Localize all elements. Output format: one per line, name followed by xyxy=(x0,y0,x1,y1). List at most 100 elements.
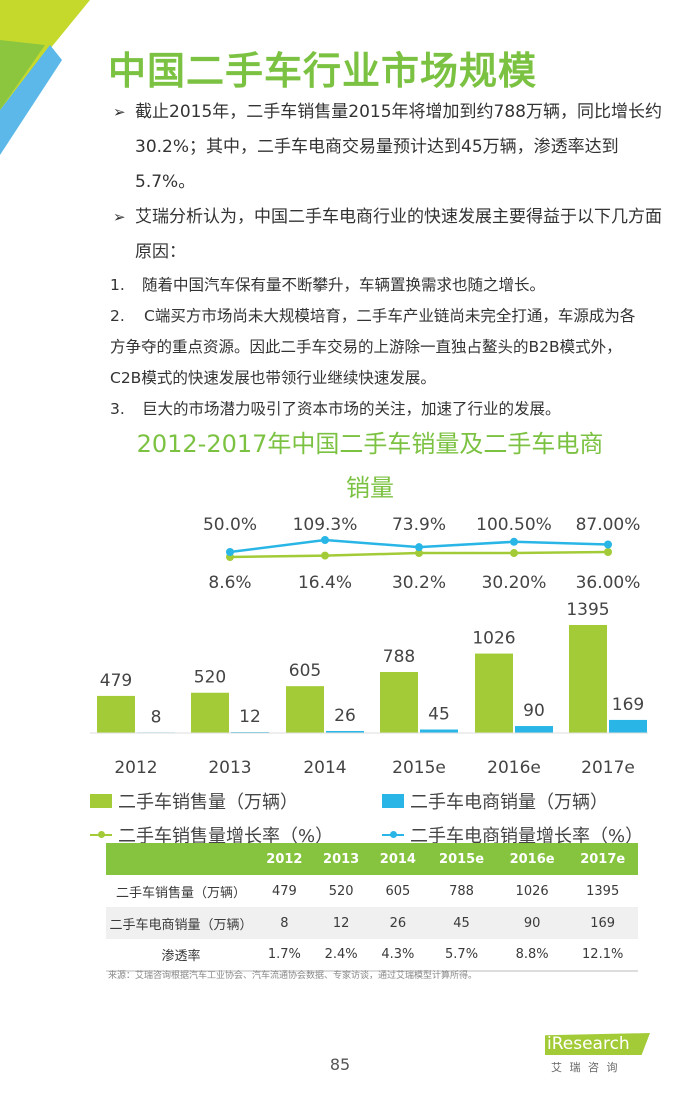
table-cell: 12.1% xyxy=(582,947,624,962)
line-point-blue xyxy=(415,543,423,552)
table-cell: 5.7% xyxy=(445,947,479,962)
line-point-blue xyxy=(226,548,234,556)
reason-2: 2. C端买方市场尚未大规模培育，二手车产业链尚未完全打通，车源成为各方争夺的重点… xyxy=(110,301,650,394)
reason-num: 3. xyxy=(110,400,125,418)
legend-label: 二手车电商销量（万辆） xyxy=(410,792,608,813)
x-tick-label: 2012 xyxy=(114,758,157,778)
growth-label-ecommerce: 87.00% xyxy=(576,515,641,535)
data-table: 2012 2013 2014 2015e 2016e 2017e 二手车销售量（万辆） 47… xyxy=(106,843,638,972)
line-point-green xyxy=(415,549,423,558)
growth-label-sales: 30.20% xyxy=(482,573,547,593)
growth-label-sales: 8.6% xyxy=(208,573,251,593)
bar-data-label: 479 xyxy=(100,671,132,691)
line-point-green xyxy=(604,548,612,556)
bullet-text: 艾瑞分析认为，中国二手车电商行业的快速发展主要得益于以下几方面原因： xyxy=(135,207,662,262)
th: 2014 xyxy=(369,843,427,875)
legend-item: 二手车销售量（万辆） xyxy=(90,788,382,814)
table-cell: 90 xyxy=(496,907,568,939)
reason-3: 3. 巨大的市场潜力吸引了资本市场的关注，加速了行业的发展。 xyxy=(110,394,650,425)
x-tick-label: 2013 xyxy=(208,758,251,778)
bullet-text: 截止2015年，二手车销售量2015年将增加到约788万辆，同比增长约30.2%… xyxy=(135,102,662,192)
source-note: 来源：艾瑞咨询根据汽车工业协会、汽车流通协会数据、专家访谈，通过艾瑞模型计算所得… xyxy=(108,971,478,981)
table-cell: 渗透率 xyxy=(161,949,201,964)
bar-data-label: 26 xyxy=(334,706,356,726)
th: 2017e xyxy=(567,843,638,875)
table-cell: 1026 xyxy=(515,883,549,899)
line-point-blue xyxy=(321,536,329,544)
bullet-1: ➢ 截止2015年，二手车销售量2015年将增加到约788万辆，同比增长约30.2… xyxy=(113,95,665,200)
chart-title-line1: 2012-2017年中国二手车销量及二手车电商 xyxy=(136,430,604,458)
legend-line-marker xyxy=(382,831,404,838)
growth-label-ecommerce: 109.3% xyxy=(293,515,358,535)
bar-data-label: 8 xyxy=(151,707,162,727)
bar-sales xyxy=(286,686,324,733)
corner-decoration xyxy=(0,0,90,155)
chart-title-line2: 销量 xyxy=(346,474,394,502)
legend-item: 二手车电商销量增长率（%） xyxy=(382,822,643,848)
table-row: 二手车销售量（万辆） 479 520 605 788 1026 1395 xyxy=(106,875,638,907)
table-cell: 26 xyxy=(369,907,427,939)
legend-item: 二手车销售量增长率（%） xyxy=(90,822,382,848)
reason-text: 巨大的市场潜力吸引了资本市场的关注，加速了行业的发展。 xyxy=(142,400,561,418)
bar-ecommerce xyxy=(515,726,553,733)
x-tick-label: 2014 xyxy=(303,758,346,778)
legend: 二手车销售量（万辆） 二手车电商销量（万辆） 二手车销售量增长率（%） 二手车电… xyxy=(90,788,670,848)
bar-sales xyxy=(191,692,229,733)
legend-line-marker xyxy=(90,831,112,838)
legend-label: 二手车销售量增长率（%） xyxy=(118,826,334,847)
bar-data-label: 1395 xyxy=(566,600,609,620)
bar-data-label: 90 xyxy=(523,701,545,721)
chart: 479 8 2012 520 12 2013 605 26 2014 788 45 2015e 1026… xyxy=(90,515,648,778)
reason-1: 1. 随着中国汽车保有量不断攀升，车辆置换需求也随之增长。 xyxy=(110,270,650,301)
reason-num: 1. xyxy=(110,276,125,294)
table-cell: 169 xyxy=(567,907,638,939)
legend-label: 二手车电商销量增长率（%） xyxy=(410,826,644,847)
bar-data-label: 788 xyxy=(383,647,415,667)
page-number: 85 xyxy=(329,1055,351,1074)
table-cell: 1.7% xyxy=(267,947,301,962)
bar-data-label: 1026 xyxy=(472,629,515,649)
bar-sales xyxy=(97,695,135,733)
bullet-2: ➢ 艾瑞分析认为，中国二手车电商行业的快速发展主要得益于以下几方面原因： xyxy=(113,200,665,270)
table-cell: 4.3% xyxy=(381,947,415,962)
growth-label-ecommerce: 50.0% xyxy=(203,515,257,535)
growth-label-sales: 16.4% xyxy=(298,573,352,593)
iresearch-logo: iResearch 艾 瑞 咨 询 xyxy=(545,1033,650,1075)
chart-title: 2012-2017年中国二手车销量及二手车电商 销量 xyxy=(0,422,680,510)
reason-text: 随着中国汽车保有量不断攀升，车辆置换需求也随之增长。 xyxy=(142,276,546,294)
x-tick-label: 2017e xyxy=(581,758,635,778)
reason-num: 2. xyxy=(110,307,125,325)
table-cell: 479 xyxy=(271,883,297,899)
growth-label-ecommerce: 73.9% xyxy=(392,515,446,535)
line-point-green xyxy=(321,551,329,560)
line-point-green xyxy=(510,549,518,558)
th xyxy=(106,843,256,875)
th: 2012 xyxy=(256,843,313,875)
page-title: 中国二手车行业市场规模 xyxy=(108,49,538,93)
table-header: 2012 2013 2014 2015e 2016e 2017e xyxy=(106,843,638,875)
bar-ecommerce xyxy=(420,729,458,733)
logo-subtext: 艾 瑞 咨 询 xyxy=(551,1061,620,1074)
table-cell: 520 xyxy=(328,883,354,899)
legend-item: 二手车电商销量（万辆） xyxy=(382,788,608,814)
th: 2015e xyxy=(426,843,497,875)
table-cell: 12 xyxy=(312,907,370,939)
line-point-blue xyxy=(510,537,518,546)
table-row: 渗透率 1.7% 2.4% 4.3% 5.7% 8.8% 12.1% xyxy=(106,939,638,971)
arrow-bullet-icon: ➢ xyxy=(113,208,126,226)
table-cell: 二手车电商销量（万辆） xyxy=(106,907,256,939)
bar-sales xyxy=(475,653,513,733)
table-cell: 605 xyxy=(385,883,411,899)
bar-data-label: 520 xyxy=(194,668,226,688)
legend-label: 二手车销售量（万辆） xyxy=(118,792,298,813)
growth-label-sales: 30.2% xyxy=(392,573,446,593)
table-row: 二手车电商销量（万辆） 8 12 26 45 90 169 xyxy=(106,907,638,939)
logo-text: iResearch xyxy=(545,1033,650,1055)
bar-data-label: 45 xyxy=(428,705,450,725)
bar-sales xyxy=(380,671,418,733)
bar-ecommerce xyxy=(609,719,647,733)
line-point-blue xyxy=(604,540,612,549)
x-tick-label: 2016e xyxy=(487,758,541,778)
bar-data-label: 169 xyxy=(612,695,644,715)
th: 2013 xyxy=(312,843,370,875)
